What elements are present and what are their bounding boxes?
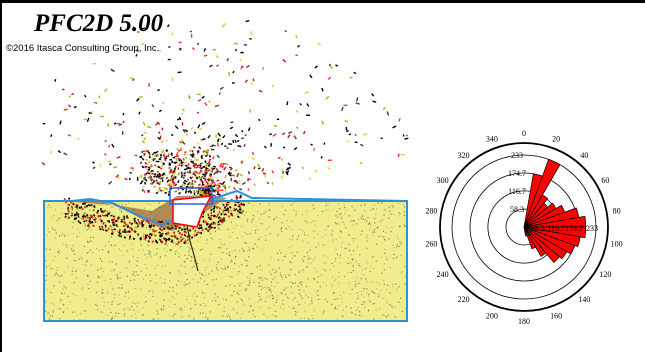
ring-label-0: 58.3: [510, 205, 524, 214]
rose-outer-ring: [439, 142, 609, 312]
rose-petal-11: [523, 226, 568, 260]
angle-label-140: 140: [578, 295, 590, 304]
ring-label-1: 116.7: [508, 187, 526, 196]
rose-petal-13: [523, 226, 547, 257]
rose-petal-10: [523, 226, 576, 255]
angle-label-300: 300: [437, 176, 449, 185]
soil-domain: [44, 201, 407, 321]
rose-petal-15: [523, 226, 528, 237]
angle-label-40: 40: [580, 151, 588, 160]
angle-label-160: 160: [550, 311, 562, 320]
ring-label-3: 233: [511, 151, 523, 160]
blue-wall-outline: [169, 187, 213, 205]
particle-simulation-view: [41, 19, 409, 322]
angle-label-60: 60: [601, 176, 609, 185]
ring-label-2: 174.7: [508, 169, 526, 178]
angle-label-100: 100: [611, 239, 623, 248]
angle-label-120: 120: [599, 270, 611, 279]
angle-label-20: 20: [552, 135, 560, 144]
rose-petal-1: [523, 158, 561, 228]
rose-petal-2: [523, 194, 549, 228]
angle-label-80: 80: [613, 207, 621, 216]
angle-label-0: 0: [522, 129, 526, 138]
rose-petal-12: [523, 226, 560, 263]
axis-label-2: 174.7: [565, 224, 583, 233]
angle-label-240: 240: [437, 270, 449, 279]
soil-boundary-wall: [43, 200, 408, 322]
axis-label-3: 233: [586, 224, 598, 233]
angle-label-260: 260: [425, 239, 437, 248]
axis-label-0: 58.3: [531, 224, 545, 233]
surface-profile-line: [44, 189, 408, 227]
angle-label-200: 200: [486, 311, 498, 320]
angle-label-220: 220: [458, 295, 470, 304]
app-title: PFC2D 5.00: [34, 10, 164, 37]
rose-petal-14: [523, 226, 537, 250]
angle-label-320: 320: [458, 151, 470, 160]
copyright-notice: ©2016 Itasca Consulting Group, Inc.: [6, 43, 160, 54]
angle-label-340: 340: [486, 135, 498, 144]
axis-label-1: 116.7: [547, 224, 565, 233]
rose-ring-3: [451, 154, 597, 300]
soil-grain-texture: [45, 202, 407, 322]
angle-label-180: 180: [518, 317, 530, 326]
angle-label-280: 280: [425, 207, 437, 216]
